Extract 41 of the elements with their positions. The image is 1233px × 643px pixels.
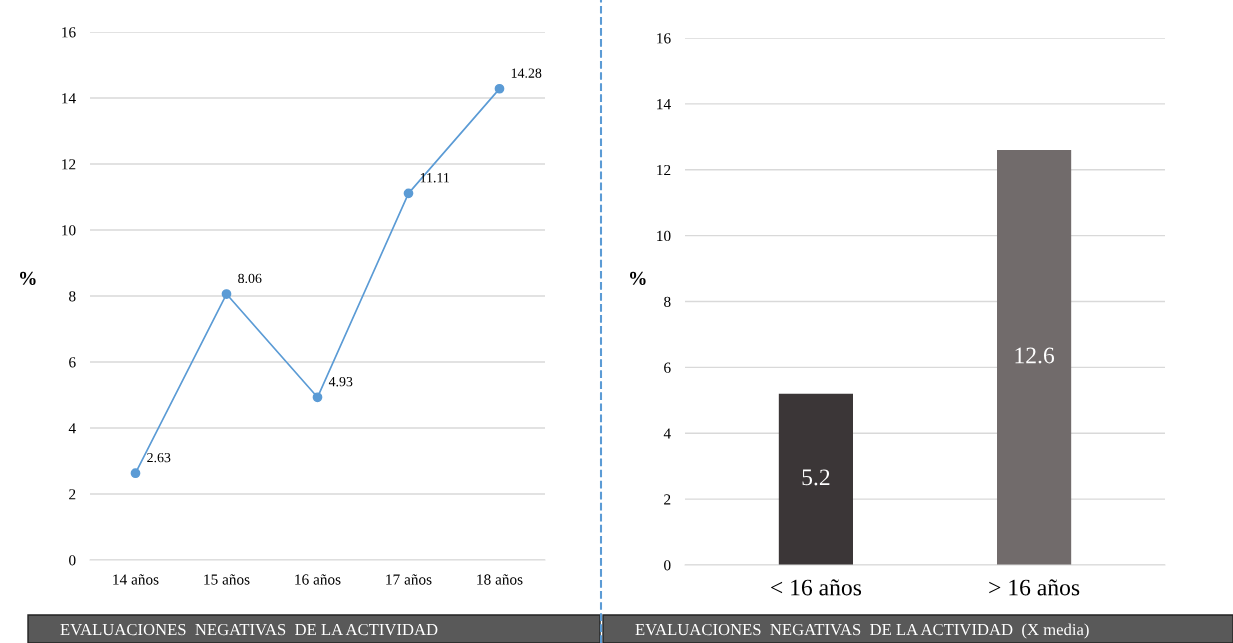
y-axis-title: % — [19, 271, 36, 285]
y-tick-label: 6 — [664, 362, 671, 373]
y-tick-label: 0 — [664, 560, 671, 571]
y-tick-label: 0 — [69, 555, 76, 566]
y-tick-label: 16 — [62, 27, 76, 38]
y-tick-label: 16 — [657, 33, 671, 44]
y-tick-label: 4 — [663, 428, 671, 439]
text: EVALUACIONES NEGATIVAS DE LA ACTIVIDAD (X media) — [635, 623, 1089, 639]
y-tick-label: 8 — [664, 296, 671, 307]
point — [130, 468, 141, 479]
x-tick-label: 18 años — [477, 574, 523, 585]
y-tick-label: 10 — [62, 225, 76, 236]
y-tick-label: 14 — [657, 99, 671, 110]
point — [403, 188, 414, 199]
data-label: 4.93 — [328, 377, 353, 387]
data-label: 5.2 — [802, 469, 830, 486]
x-tick-label: < 16 años — [771, 579, 862, 596]
x-tick-label: 15 años — [204, 574, 250, 585]
y-tick-label: 10 — [657, 230, 671, 242]
x-tick-label: 17 años — [386, 574, 432, 585]
data-label: 14.28 — [511, 68, 542, 78]
x-tick-label: > 16 años — [989, 579, 1080, 596]
data-label: 8.06 — [238, 273, 262, 284]
y-tick-label: 12 — [657, 164, 671, 176]
point — [494, 83, 505, 94]
y-axis-title: % — [629, 271, 646, 285]
y-tick-label: 6 — [69, 357, 76, 368]
x-tick-label: 16 años — [295, 574, 341, 585]
data-label: 11.11 — [420, 173, 449, 183]
point — [312, 392, 323, 403]
y-tick-label: 4 — [68, 423, 76, 434]
y-tick-label: 2 — [664, 494, 671, 505]
data-label: 2.63 — [147, 452, 171, 463]
data-label: 12.6 — [1015, 347, 1055, 364]
y-tick-label: 2 — [69, 489, 76, 500]
y-tick-label: 14 — [62, 93, 76, 104]
y-tick-label: 12 — [62, 159, 76, 170]
x-tick-label: 14 años — [113, 574, 159, 585]
point — [221, 289, 232, 299]
text: EVALUACIONES NEGATIVAS DE LA ACTIVIDAD — [60, 623, 438, 636]
y-tick-label: 8 — [69, 291, 76, 302]
